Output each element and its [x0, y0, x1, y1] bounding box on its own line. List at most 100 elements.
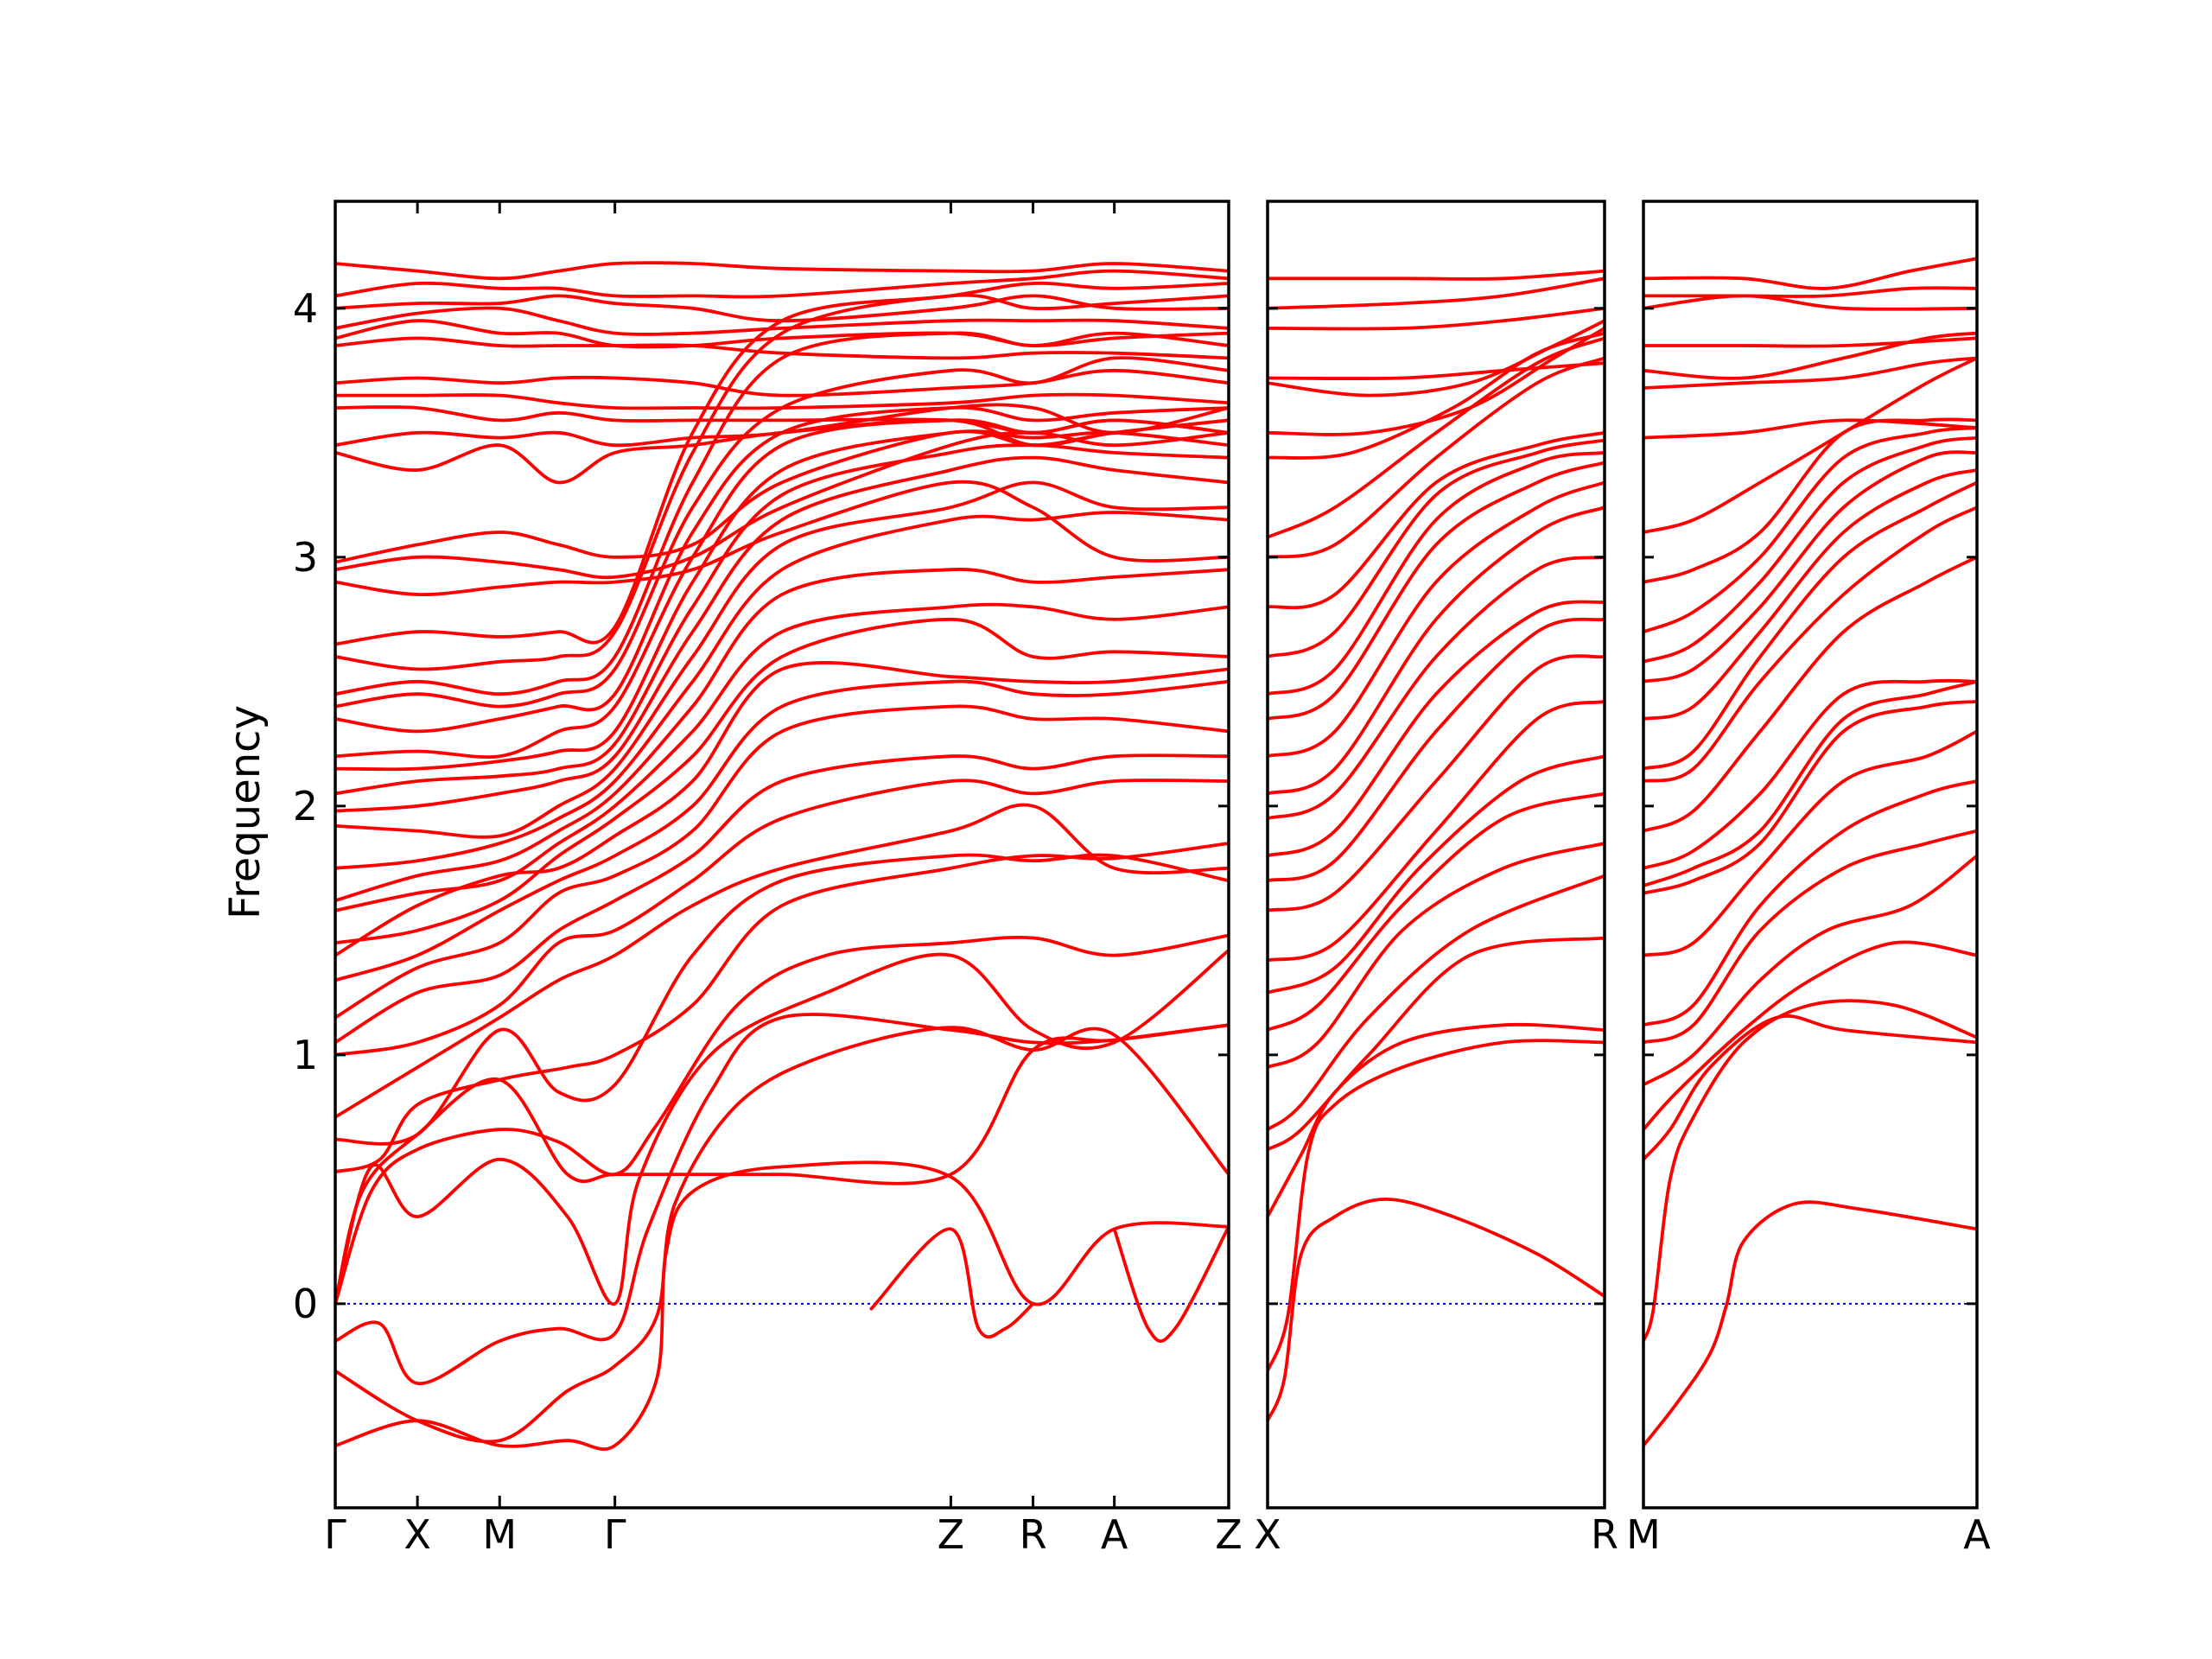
band-line	[1643, 1200, 1977, 1447]
band-line	[335, 679, 1229, 982]
band-line	[1643, 829, 1977, 1045]
band-line	[335, 803, 1229, 1119]
band-line	[1643, 678, 1977, 870]
band-line	[1268, 461, 1605, 721]
band-line	[1112, 1224, 1229, 1344]
band-line	[1643, 505, 1977, 783]
band-line	[1268, 1198, 1605, 1423]
band-line	[1268, 600, 1605, 858]
y-tick-label: 4	[293, 285, 318, 332]
panel-frame	[1642, 200, 1979, 1510]
x-tick-label: X	[1254, 1511, 1281, 1558]
x-tick-label: M	[482, 1511, 517, 1558]
band-line	[335, 480, 1229, 596]
band-line	[1643, 294, 1977, 311]
band-line	[1268, 1022, 1605, 1218]
band-line	[335, 443, 1229, 796]
band-line	[335, 281, 1229, 646]
band-line	[335, 617, 1229, 945]
band-line	[1643, 679, 1977, 887]
x-tick-label: Z	[938, 1511, 965, 1558]
y-axis-label: Frequency	[221, 705, 270, 919]
band-line	[1643, 854, 1977, 1087]
band-line	[1268, 306, 1605, 331]
y-tick-label: 0	[293, 1281, 318, 1327]
band-line	[1268, 430, 1605, 610]
band-line	[869, 1227, 1035, 1339]
x-tick-label: R	[1020, 1511, 1047, 1558]
band-line	[1268, 842, 1605, 1070]
band-line	[335, 368, 1229, 397]
x-tick-label: A	[1101, 1511, 1128, 1558]
band-line	[1643, 555, 1977, 833]
x-tick-label: R	[1591, 1511, 1618, 1558]
x-tick-label: Γ	[604, 1511, 626, 1558]
band-line	[335, 293, 1229, 671]
x-tick-label: A	[1963, 1511, 1991, 1558]
band-line	[1268, 505, 1605, 796]
band-line	[335, 261, 1229, 281]
y-tick-label: 2	[293, 783, 318, 830]
band-line	[1643, 435, 1977, 664]
band-line	[1643, 779, 1977, 1027]
band-line	[335, 405, 1229, 435]
band-line	[1268, 361, 1605, 381]
band-lines	[1268, 269, 1605, 1423]
band-line	[1643, 450, 1977, 683]
band-line	[335, 403, 1229, 448]
band-line	[335, 842, 1229, 1174]
y-tick-label: 1	[293, 1032, 318, 1078]
band-line	[335, 949, 1229, 1306]
band-line	[335, 568, 1229, 903]
band-line	[1643, 286, 1977, 298]
band-line	[1643, 356, 1977, 534]
x-tick-label: X	[404, 1511, 431, 1558]
band-line	[335, 602, 1229, 912]
band-line	[335, 336, 1229, 360]
y-tick-labels: 0 1 2 3 4	[293, 285, 318, 1327]
band-line	[335, 392, 1229, 410]
band-line	[1268, 874, 1605, 1132]
band-line	[335, 661, 1229, 957]
panel-frame	[334, 200, 1230, 1510]
band-line	[335, 933, 1229, 1306]
band-line	[335, 753, 1229, 1045]
band-line	[1268, 654, 1605, 912]
band-line	[1268, 700, 1605, 963]
band-line	[335, 1023, 1229, 1306]
band-line	[335, 1160, 1229, 1452]
band-line	[1643, 418, 1977, 440]
band-line	[1268, 1039, 1605, 1373]
band-line	[335, 853, 1229, 1146]
band-line	[335, 405, 1229, 734]
band-line	[1268, 269, 1605, 281]
band-line	[1643, 331, 1977, 380]
band-line	[1268, 336, 1605, 539]
band-line	[1643, 999, 1977, 1343]
band-line	[335, 429, 1229, 772]
band-line	[335, 418, 1229, 485]
band-line	[335, 418, 1229, 564]
band-line	[335, 356, 1229, 709]
band-line	[335, 704, 1229, 1020]
band-line	[1268, 555, 1605, 821]
panel-frame	[1266, 200, 1606, 1510]
band-line	[335, 269, 1229, 299]
band-line	[335, 430, 1229, 580]
band-line	[335, 319, 1229, 349]
band-line	[335, 455, 1229, 813]
band-line	[1643, 1014, 1977, 1161]
band-line	[1643, 417, 1977, 584]
band-line	[1268, 480, 1605, 759]
band-line	[1643, 336, 1977, 348]
band-line	[1268, 319, 1605, 397]
band-lines	[1643, 257, 1977, 1447]
band-line	[1643, 729, 1977, 957]
band-line	[335, 294, 1229, 323]
band-line	[1643, 468, 1977, 721]
